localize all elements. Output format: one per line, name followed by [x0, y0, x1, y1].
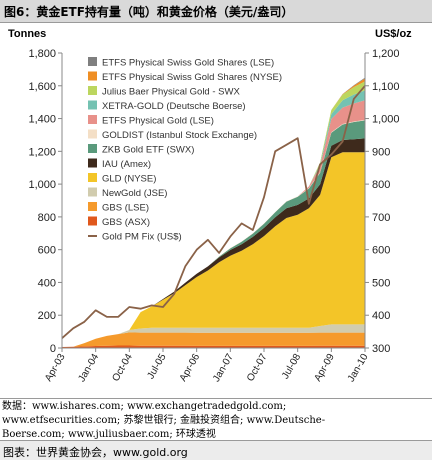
legend-label: XETRA-GOLD (Deutsche Boerse) — [102, 101, 246, 112]
x-tick-label: Jan-04 — [76, 352, 101, 384]
holdings-stack — [62, 77, 365, 348]
data-notes: 数据：www.ishares.com; www.exchangetradedgo… — [2, 400, 430, 442]
series-area-5 — [62, 120, 365, 348]
legend-swatch — [88, 57, 97, 66]
left-axis-label: Tonnes — [8, 28, 46, 40]
legend-swatch — [88, 202, 97, 211]
left-tick-label: 200 — [38, 310, 56, 322]
legend-label: GBS (LSE) — [102, 203, 149, 214]
x-tick-label: Jan-10 — [346, 352, 371, 384]
right-tick-label: 800 — [372, 179, 390, 191]
right-tick-label: 700 — [372, 212, 390, 224]
legend-swatch — [88, 100, 97, 110]
left-tick-label: 800 — [38, 212, 56, 224]
legend-label: ETFS Physical Gold (LSE) — [102, 116, 214, 127]
right-tick-label: 600 — [372, 245, 390, 257]
series-area-3 — [62, 152, 365, 347]
left-tick-label: 1,600 — [28, 81, 56, 93]
right-tick-label: 900 — [372, 146, 390, 158]
x-tick-label: Jul-08 — [280, 352, 303, 381]
right-tick-label: 400 — [372, 310, 390, 322]
legend-label: Julius Baer Physical Gold - SWX — [102, 87, 240, 98]
left-tick-label: 1,400 — [28, 114, 56, 126]
series-area-7 — [62, 100, 365, 347]
left-tick-label: 1,200 — [28, 146, 56, 158]
note-line: Boerse.com; www.juliusbaer.com; 环球透视 — [2, 429, 216, 440]
x-tick-label: Jul-05 — [145, 352, 168, 381]
series-area-2 — [62, 324, 365, 347]
source-bar: 图表：世界黄金协会，www.gold.org — [0, 440, 432, 460]
x-tick-label: Apr-09 — [312, 352, 337, 384]
legend-swatch — [88, 144, 97, 153]
price-line-layer — [61, 85, 366, 339]
series-area-1 — [62, 332, 365, 347]
legend-swatch — [88, 129, 97, 139]
legend-swatch — [88, 173, 97, 182]
legend-label: GLD (NYSE) — [102, 174, 156, 185]
legend-swatch — [88, 158, 97, 168]
legend-label: NewGold (JSE) — [102, 188, 167, 199]
note-line: www.etfsecurities.com; 苏黎世银行; 金融投资组合; ww… — [2, 415, 326, 426]
legend-label: ETFS Physical Swiss Gold Shares (LSE) — [102, 58, 274, 69]
legend-swatch — [88, 216, 97, 226]
left-tick-label: 400 — [38, 277, 56, 289]
x-tick-label: Jan-07 — [211, 352, 236, 384]
x-tick-label: Apr-03 — [43, 352, 68, 384]
x-tick-label: Apr-06 — [178, 352, 203, 384]
legend-label: Gold PM Fix (US$) — [102, 232, 182, 243]
right-tick-label: 1,100 — [372, 81, 400, 93]
x-tick-label: Oct-07 — [245, 352, 270, 384]
right-tick-label: 500 — [372, 277, 390, 289]
legend-swatch — [88, 187, 97, 197]
right-tick-label: 1,000 — [372, 114, 400, 126]
legend-label: ZKB Gold ETF (SWX) — [102, 145, 194, 156]
legend-label: GBS (ASX) — [102, 217, 150, 228]
series-area-10 — [62, 78, 365, 348]
figure-title: 图6：黄金ETF持有量（吨）和黄金价格（美元/盎司） — [4, 5, 294, 19]
legend-label: IAU (Amex) — [102, 159, 151, 170]
legend-label: GOLDIST (Istanbul Stock Exchange) — [102, 130, 257, 141]
source-text: 图表：世界黄金协会，www.gold.org — [3, 446, 188, 459]
left-tick-label: 600 — [38, 245, 56, 257]
left-tick-label: 0 — [50, 343, 56, 355]
series-area-0 — [62, 345, 365, 348]
series-area-9 — [62, 81, 365, 348]
gold-price-line — [61, 85, 366, 339]
right-tick-label: 1,200 — [372, 48, 400, 60]
gold-etf-chart: Tonnes US$/oz 0 200 400 600 800 1,000 1,200 1,4… — [8, 28, 412, 384]
legend-swatch — [88, 86, 97, 95]
figure-title-bar: 图6：黄金ETF持有量（吨）和黄金价格（美元/盎司） — [0, 0, 432, 23]
legend: ETFS Physical Swiss Gold Shares (LSE) ETF… — [88, 57, 282, 243]
legend-label: ETFS Physical Swiss Gold Shares (NYSE) — [102, 72, 282, 83]
legend-swatch — [88, 115, 97, 124]
right-tick-label: 300 — [372, 343, 390, 355]
note-line: 数据：www.ishares.com; www.exchangetradedgo… — [2, 401, 287, 412]
right-axis-label: US$/oz — [375, 28, 412, 40]
left-tick-label: 1,000 — [28, 179, 56, 191]
left-tick-label: 1,800 — [28, 48, 56, 60]
x-tick-label: Oct-04 — [110, 352, 135, 384]
legend-swatch — [88, 71, 97, 81]
chart-area: Tonnes US$/oz 0 200 400 600 800 1,000 1,200 1,4… — [0, 23, 432, 399]
